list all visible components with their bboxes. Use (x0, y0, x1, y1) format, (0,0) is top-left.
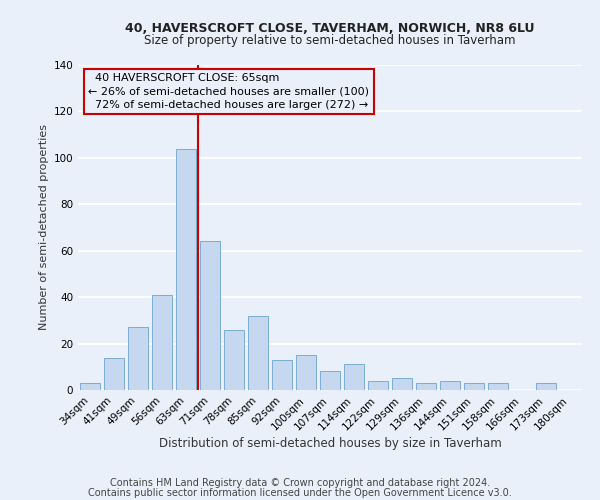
Bar (368, 380, 388, 390)
X-axis label: Distribution of semi-detached houses by size in Taverham: Distribution of semi-detached houses by … (158, 438, 502, 450)
Bar (272, 360, 292, 390)
Bar (416, 383, 436, 390)
Bar (536, 383, 556, 390)
Bar (488, 383, 508, 390)
Bar (440, 380, 460, 390)
Bar (104, 358, 124, 390)
Bar (128, 328, 148, 390)
Text: Size of property relative to semi-detached houses in Taverham: Size of property relative to semi-detach… (144, 34, 516, 47)
Bar (80, 383, 100, 390)
Bar (224, 330, 244, 390)
Bar (320, 372, 340, 390)
Bar (344, 364, 364, 390)
Text: Contains public sector information licensed under the Open Government Licence v3: Contains public sector information licen… (88, 488, 512, 498)
Text: 40, HAVERSCROFT CLOSE, TAVERHAM, NORWICH, NR8 6LU: 40, HAVERSCROFT CLOSE, TAVERHAM, NORWICH… (125, 22, 535, 36)
Bar (392, 378, 412, 390)
Bar (248, 316, 268, 390)
Y-axis label: Number of semi-detached properties: Number of semi-detached properties (39, 124, 49, 330)
Bar (152, 295, 172, 390)
Text: 40 HAVERSCROFT CLOSE: 65sqm  
← 26% of semi-detached houses are smaller (100)
  : 40 HAVERSCROFT CLOSE: 65sqm ← 26% of sem… (88, 73, 369, 110)
Bar (200, 242, 220, 390)
Text: Contains HM Land Registry data © Crown copyright and database right 2024.: Contains HM Land Registry data © Crown c… (110, 478, 490, 488)
Bar (296, 355, 316, 390)
Bar (464, 383, 484, 390)
Bar (176, 148, 196, 390)
